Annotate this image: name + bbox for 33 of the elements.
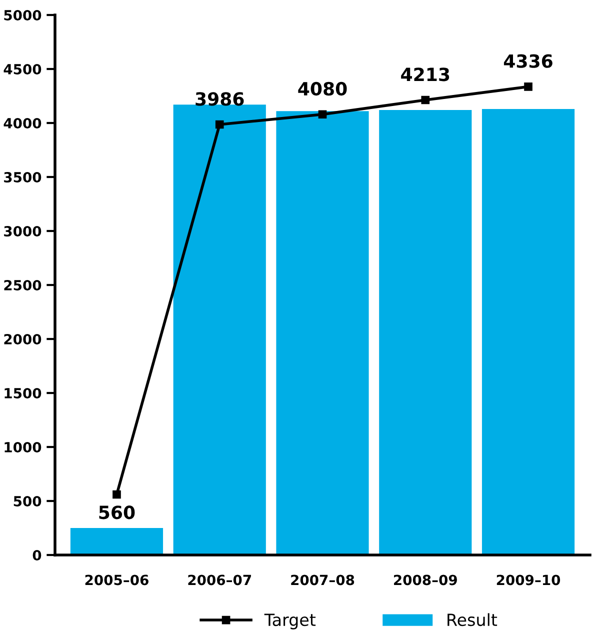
data-label: 4213 bbox=[401, 68, 450, 82]
y-tick-label: 2500 bbox=[4, 280, 42, 290]
point bbox=[318, 110, 327, 119]
y-tick-label: 0 bbox=[32, 550, 42, 560]
y-tick-label: 500 bbox=[14, 496, 42, 506]
y-tick-label: 1500 bbox=[4, 388, 42, 398]
point bbox=[112, 490, 121, 499]
x-tick-label: 2007–08 bbox=[291, 574, 354, 586]
data-label: 4080 bbox=[298, 82, 347, 96]
bar bbox=[70, 528, 164, 555]
y-tick-label: 4000 bbox=[4, 118, 42, 128]
point bbox=[524, 82, 532, 91]
y-tick-label: 1000 bbox=[4, 442, 42, 452]
x-tick-label: 2005–06 bbox=[85, 574, 148, 586]
y-tick-label: 4500 bbox=[4, 64, 42, 74]
legend-label: Target bbox=[264, 614, 316, 630]
y-tick-label: 5000 bbox=[4, 10, 42, 20]
data-label: 3986 bbox=[196, 92, 244, 106]
point bbox=[421, 96, 430, 104]
legend-label: Result bbox=[448, 613, 498, 626]
x-tick-label: 2008–09 bbox=[394, 574, 457, 586]
bar bbox=[173, 104, 266, 555]
x-tick-label: 2006–07 bbox=[188, 574, 251, 586]
data-label: 560 bbox=[99, 506, 135, 520]
x-tick-label: 2009–10 bbox=[496, 574, 560, 586]
y-tick-label: 3000 bbox=[4, 226, 42, 236]
bar bbox=[276, 111, 369, 555]
point bbox=[215, 120, 224, 129]
bar bbox=[482, 108, 575, 555]
data-label: 4336 bbox=[504, 54, 552, 68]
bar bbox=[379, 110, 472, 555]
y-tick-label: 3500 bbox=[4, 172, 42, 182]
y-tick-label: 2000 bbox=[4, 334, 42, 344]
